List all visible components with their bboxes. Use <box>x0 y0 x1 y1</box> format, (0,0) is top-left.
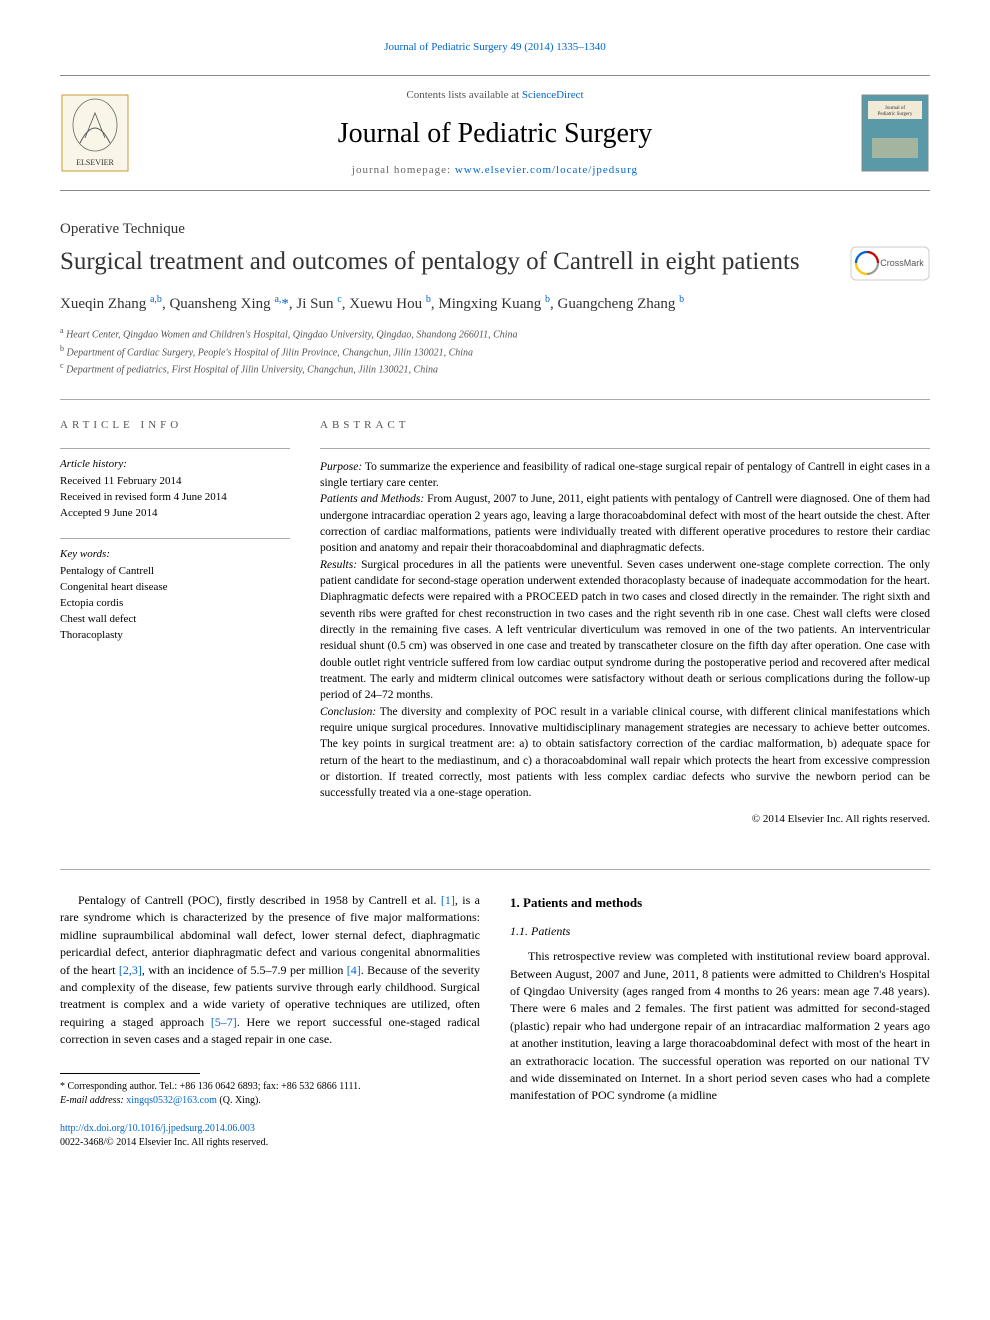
svg-text:Pediatric Surgery: Pediatric Surgery <box>878 112 913 117</box>
history-text: Received 11 February 2014Received in rev… <box>60 474 290 522</box>
subsection-1-1-heading: 1.1. Patients <box>510 923 930 940</box>
body-left-col: Pentalogy of Cantrell (POC), firstly des… <box>60 892 480 1151</box>
svg-text:Journal of: Journal of <box>885 106 905 111</box>
corresponding-footnote: * Corresponding author. Tel.: +86 136 06… <box>60 1080 480 1108</box>
elsevier-logo: ELSEVIER <box>60 93 130 173</box>
corr-email-link[interactable]: xingqs0532@163.com <box>126 1095 217 1106</box>
body-right-col: 1. Patients and methods 1.1. Patients Th… <box>510 892 930 1151</box>
contents-prefix: Contents lists available at <box>406 89 521 101</box>
article-type: Operative Technique <box>60 219 930 240</box>
abstract-label: ABSTRACT <box>320 418 930 433</box>
footnote-separator <box>60 1073 200 1074</box>
section-1-heading: 1. Patients and methods <box>510 894 930 913</box>
homepage-line: journal homepage: www.elsevier.com/locat… <box>130 163 860 178</box>
affiliations: a Heart Center, Qingdao Women and Childr… <box>60 325 930 377</box>
article-title: Surgical treatment and outcomes of penta… <box>60 246 832 277</box>
title-row: Surgical treatment and outcomes of penta… <box>60 246 930 281</box>
contents-line: Contents lists available at ScienceDirec… <box>130 88 860 103</box>
top-citation: Journal of Pediatric Surgery 49 (2014) 1… <box>60 40 930 55</box>
abstract-text: Purpose: To summarize the experience and… <box>320 459 930 802</box>
email-line: E-mail address: xingqs0532@163.com (Q. X… <box>60 1094 480 1108</box>
corr-line: * Corresponding author. Tel.: +86 136 06… <box>60 1080 480 1094</box>
journal-header: ELSEVIER Contents lists available at Sci… <box>60 75 930 191</box>
info-abstract-row: ARTICLE INFO Article history: Received 1… <box>60 399 930 843</box>
email-label: E-mail address: <box>60 1095 124 1106</box>
homepage-prefix: journal homepage: <box>352 164 455 176</box>
authors: Xueqin Zhang a,b, Quansheng Xing a,*, Ji… <box>60 293 930 315</box>
svg-text:CrossMark: CrossMark <box>880 258 924 268</box>
body-columns: Pentalogy of Cantrell (POC), firstly des… <box>60 869 930 1151</box>
abstract-body: Purpose: To summarize the experience and… <box>320 448 930 827</box>
intro-paragraph: Pentalogy of Cantrell (POC), firstly des… <box>60 892 480 1049</box>
crossmark-badge[interactable]: CrossMark <box>850 246 930 281</box>
homepage-link[interactable]: www.elsevier.com/locate/jpedsurg <box>455 164 638 176</box>
abstract-copyright: © 2014 Elsevier Inc. All rights reserved… <box>320 812 930 827</box>
patients-paragraph: This retrospective review was completed … <box>510 948 930 1105</box>
abstract-col: ABSTRACT Purpose: To summarize the exper… <box>320 418 930 843</box>
issn-line: 0022-3468/© 2014 Elsevier Inc. All right… <box>60 1137 268 1148</box>
article-info-col: ARTICLE INFO Article history: Received 1… <box>60 418 290 843</box>
top-citation-link[interactable]: Journal of Pediatric Surgery 49 (2014) 1… <box>384 41 606 53</box>
keywords-block: Key words: Pentalogy of CantrellCongenit… <box>60 538 290 644</box>
keywords-label: Key words: <box>60 547 290 562</box>
journal-name: Journal of Pediatric Surgery <box>130 114 860 153</box>
article-info-label: ARTICLE INFO <box>60 418 290 433</box>
svg-text:ELSEVIER: ELSEVIER <box>76 158 114 167</box>
footer-doi: http://dx.doi.org/10.1016/j.jpedsurg.201… <box>60 1122 480 1151</box>
keywords-text: Pentalogy of CantrellCongenital heart di… <box>60 564 290 644</box>
header-center: Contents lists available at ScienceDirec… <box>130 88 860 178</box>
sciencedirect-link[interactable]: ScienceDirect <box>522 89 584 101</box>
doi-link[interactable]: http://dx.doi.org/10.1016/j.jpedsurg.201… <box>60 1123 255 1134</box>
email-suffix: (Q. Xing). <box>219 1095 260 1106</box>
history-label: Article history: <box>60 457 290 472</box>
journal-cover-logo: Journal of Pediatric Surgery <box>860 93 930 173</box>
history-block: Article history: Received 11 February 20… <box>60 448 290 522</box>
